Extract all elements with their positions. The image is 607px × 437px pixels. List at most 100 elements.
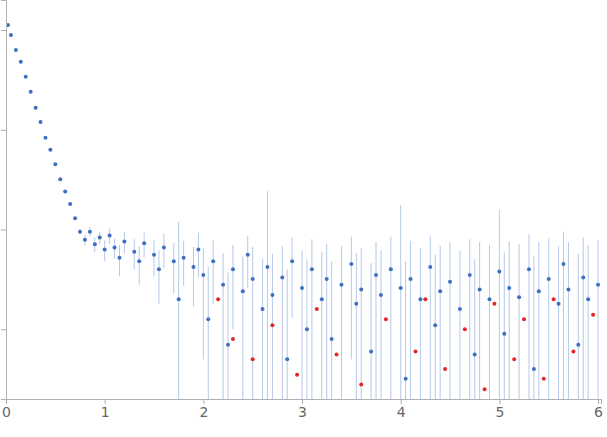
data-point xyxy=(591,313,595,317)
error-bar xyxy=(440,246,441,399)
error-bar xyxy=(247,236,248,288)
data-point xyxy=(310,267,314,271)
data-point xyxy=(492,302,496,306)
error-bar xyxy=(533,256,534,399)
series xyxy=(8,24,598,399)
error-bar xyxy=(139,246,140,284)
data-point xyxy=(191,265,195,269)
error-bar xyxy=(203,248,204,359)
data-point xyxy=(320,297,324,301)
error-bar xyxy=(193,247,194,306)
data-point xyxy=(527,267,531,271)
data-point xyxy=(226,343,230,347)
data-point xyxy=(19,60,23,64)
y-tick-mark xyxy=(1,329,6,330)
data-point xyxy=(448,280,452,284)
data-point xyxy=(137,259,141,263)
data-point xyxy=(122,239,126,243)
error-bar xyxy=(252,247,253,399)
y-tick-mark xyxy=(1,230,6,231)
data-point xyxy=(48,148,52,152)
x-tick-label: 3 xyxy=(298,404,307,420)
data-point xyxy=(349,262,353,266)
error-bar xyxy=(326,244,327,399)
data-point xyxy=(246,253,250,257)
error-bar xyxy=(183,241,184,286)
data-point xyxy=(14,48,18,52)
x-tick: 1 xyxy=(101,399,110,420)
data-point xyxy=(117,256,121,260)
error-bar xyxy=(119,245,120,276)
data-point xyxy=(231,337,235,341)
data-point xyxy=(261,307,265,311)
data-point xyxy=(566,288,570,292)
data-point xyxy=(280,276,284,280)
y-tick-mark xyxy=(1,30,6,31)
error-bars xyxy=(8,24,598,399)
data-point xyxy=(433,323,437,327)
error-bar xyxy=(267,191,268,399)
data-point xyxy=(305,327,309,331)
data-point xyxy=(483,387,487,391)
points xyxy=(216,297,595,391)
data-point xyxy=(562,262,566,266)
data-point xyxy=(443,367,447,371)
plot: 0123456 xyxy=(1,1,603,420)
error-bar xyxy=(302,251,303,399)
error-bar xyxy=(134,239,135,269)
error-bar xyxy=(519,244,520,399)
data-point xyxy=(172,259,176,263)
x-tick: 3 xyxy=(298,399,307,420)
data-point xyxy=(463,327,467,331)
data-point xyxy=(285,357,289,361)
data-point xyxy=(359,382,363,386)
x-tick-label: 4 xyxy=(397,404,406,420)
data-point xyxy=(270,323,274,327)
data-point xyxy=(43,136,47,140)
data-point xyxy=(68,202,72,206)
data-point xyxy=(354,302,358,306)
error-bar xyxy=(223,253,224,399)
error-bar xyxy=(228,273,229,399)
data-point xyxy=(423,297,427,301)
data-point xyxy=(374,273,378,277)
data-point xyxy=(78,230,82,234)
data-point xyxy=(458,307,462,311)
data-point xyxy=(162,246,166,250)
x-tick-label: 5 xyxy=(495,404,504,420)
data-point xyxy=(404,377,408,381)
data-point xyxy=(270,293,274,297)
data-point xyxy=(152,253,156,257)
data-point xyxy=(24,75,28,79)
data-point xyxy=(537,289,541,293)
y-axis-line xyxy=(1,1,7,400)
error-bar xyxy=(489,245,490,399)
x-tick-label: 1 xyxy=(101,404,110,420)
error-bar xyxy=(178,222,179,399)
data-point xyxy=(177,297,181,301)
data-point xyxy=(9,33,13,37)
data-point xyxy=(182,256,186,260)
data-point xyxy=(512,357,516,361)
data-point xyxy=(93,242,97,246)
chart: 0123456 xyxy=(0,0,607,437)
data-point xyxy=(265,265,269,269)
error-bar xyxy=(504,252,505,399)
error-bar xyxy=(356,253,357,399)
data-point xyxy=(473,352,477,356)
error-bar xyxy=(430,236,431,399)
error-bar xyxy=(173,243,174,293)
error-bar xyxy=(361,248,362,399)
data-point xyxy=(63,190,67,194)
data-point xyxy=(339,283,343,287)
data-point xyxy=(290,259,294,263)
data-point xyxy=(216,297,220,301)
data-point xyxy=(532,367,536,371)
data-point xyxy=(157,267,161,271)
data-point xyxy=(468,273,472,277)
error-bar xyxy=(598,240,599,399)
error-bar xyxy=(479,242,480,399)
error-bar xyxy=(390,237,391,399)
data-point xyxy=(39,120,43,124)
data-point xyxy=(389,267,393,271)
